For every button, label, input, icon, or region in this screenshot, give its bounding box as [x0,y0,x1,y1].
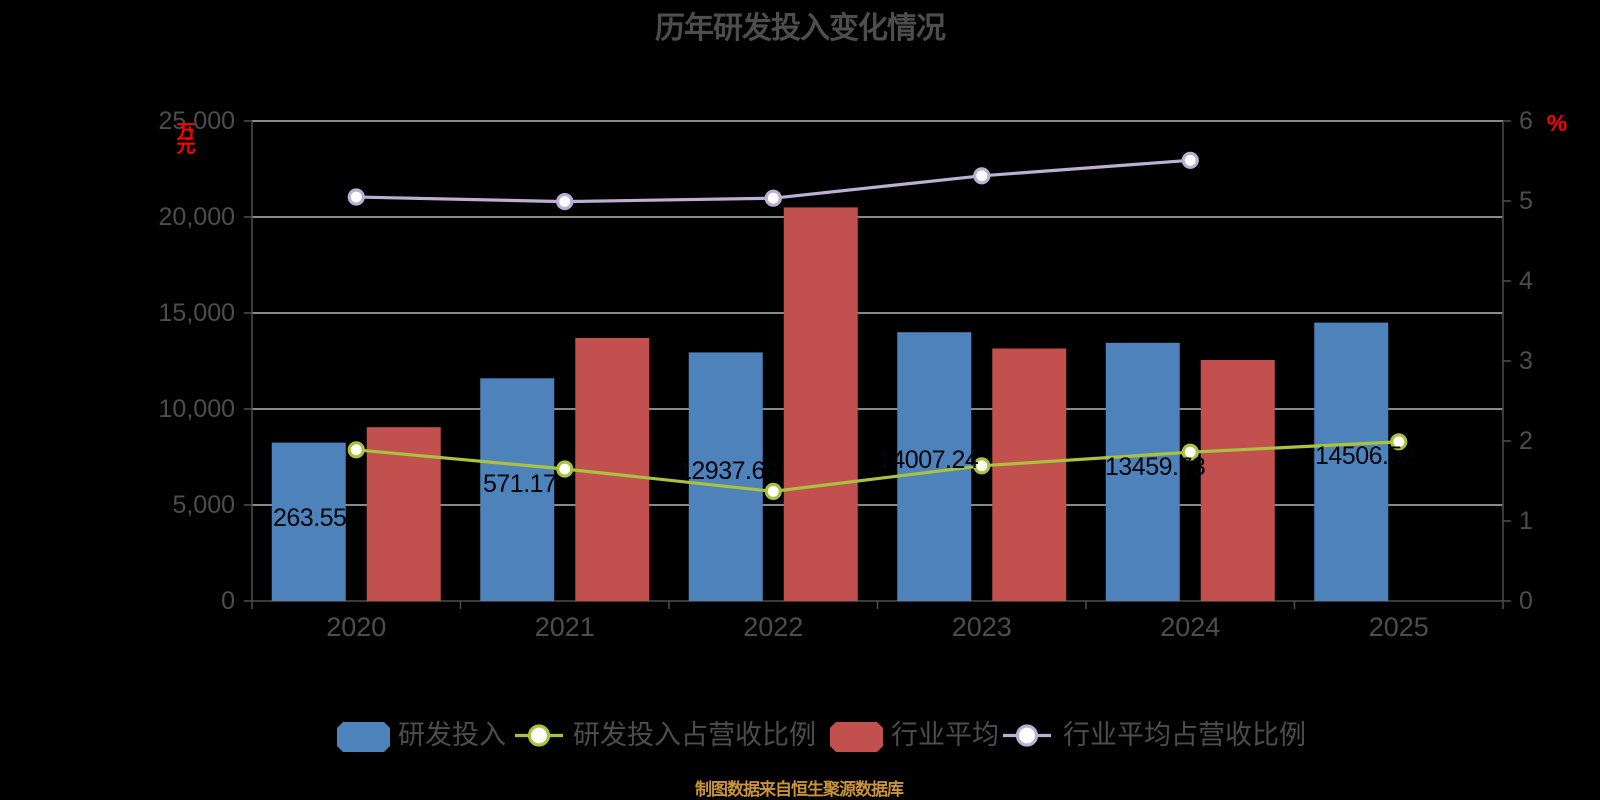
svg-text:6: 6 [1519,107,1533,135]
svg-text:4: 4 [1519,267,1533,295]
svg-text:15,000: 15,000 [159,299,235,327]
svg-text:2022: 2022 [743,612,803,642]
svg-text:行业平均: 行业平均 [891,720,999,750]
svg-text:2024: 2024 [1160,612,1220,642]
svg-text:2: 2 [1519,427,1533,455]
svg-text:1: 1 [1519,507,1533,535]
svg-text:14007.24: 14007.24 [878,446,979,474]
svg-text:5: 5 [1519,187,1533,215]
svg-text:研发投入占营收比例: 研发投入占营收比例 [573,720,816,750]
svg-text:元: 元 [176,136,195,157]
svg-text:25,000: 25,000 [159,107,235,135]
svg-text:制图数据来自恒生聚源数据库: 制图数据来自恒生聚源数据库 [695,779,904,799]
svg-text:10,000: 10,000 [159,395,235,423]
svg-text:0: 0 [221,587,235,615]
svg-text:2023: 2023 [952,612,1012,642]
svg-text:14506.52: 14506.52 [1315,442,1415,470]
svg-text:571.17: 571.17 [483,470,556,498]
svg-text:2020: 2020 [326,612,386,642]
svg-text:13459.73: 13459.73 [1105,453,1205,481]
svg-text:研发投入: 研发投入 [398,720,506,750]
svg-text:行业平均占营收比例: 行业平均占营收比例 [1063,720,1306,750]
svg-text:263.55: 263.55 [273,504,346,532]
svg-text:12937.69: 12937.69 [678,457,778,485]
svg-text:20,000: 20,000 [159,203,235,231]
svg-text:2025: 2025 [1369,612,1429,642]
svg-text:3: 3 [1519,347,1533,375]
svg-text:0: 0 [1519,587,1533,615]
svg-text:5,000: 5,000 [172,491,235,519]
svg-text:2021: 2021 [535,612,595,642]
svg-text:%: % [1547,110,1567,136]
